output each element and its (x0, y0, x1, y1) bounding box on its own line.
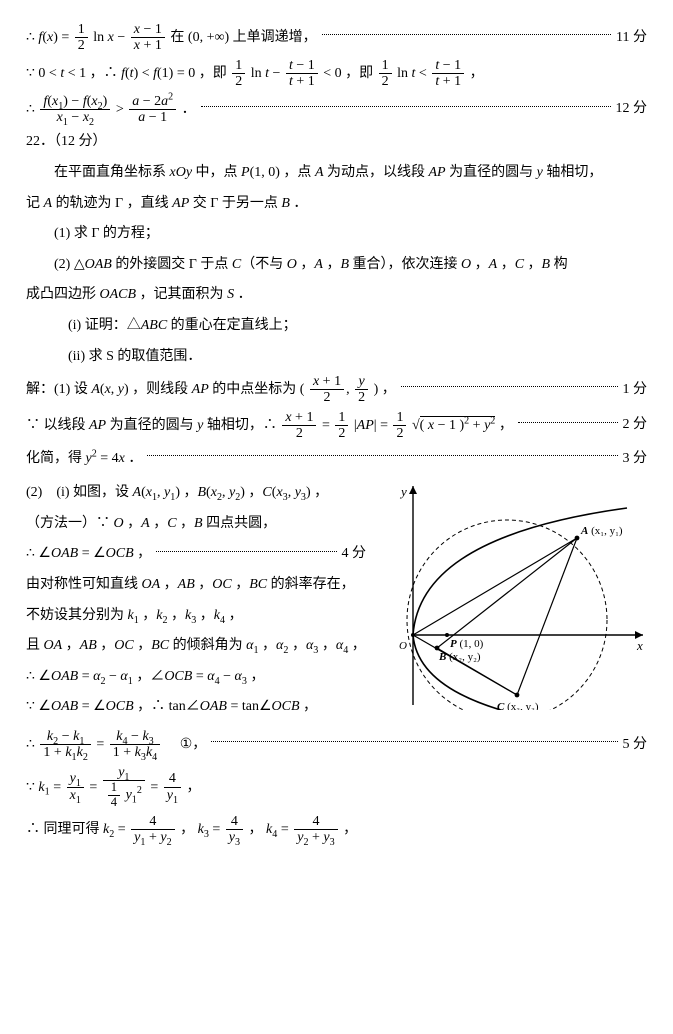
geometry-figure-svg: x y O A ( (377, 480, 647, 710)
solution-line-3pt: 化简，得 y2 = 4x ． 3 分 (26, 446, 647, 473)
origin-label: O (399, 640, 407, 652)
question-1: (1) 求 Γ 的方程； (26, 221, 647, 248)
score-label: 5 分 (623, 732, 648, 759)
math-text: ∴ 同理可得 k2 = 4y1 + y2 ， k3 = 4y3 ， k4 = 4… (26, 814, 647, 846)
figure-diagram: x y O A ( (377, 480, 647, 710)
score-label: 4 分 (342, 541, 367, 568)
math-text: ∴ ∠OAB = ∠OCB ， (26, 541, 151, 568)
seg-OA (413, 538, 577, 635)
dot-leader (211, 741, 617, 742)
label-A: A (x₁, y₁) (580, 525, 623, 537)
problem-text: 记 A 的轨迹为 Γ ，直线 AP 交 Γ 于另一点 B ． (26, 191, 647, 218)
label-C: C (x₃, y₃) (497, 701, 539, 710)
dot-leader (518, 422, 618, 423)
y-axis-arrow (409, 486, 417, 494)
score-label: 12 分 (616, 96, 648, 123)
dot-leader (322, 34, 611, 35)
score-label: 3 分 (623, 446, 648, 473)
problem-text: 在平面直角坐标系 xOy 中，点 P(1, 0) ，点 A 为动点，以线段 AP… (26, 160, 647, 187)
point-P (445, 633, 449, 637)
problem-number: 22．（12 分） (26, 129, 647, 156)
solution-line-1pt: 解：(1) 设 A(x, y) ，则线段 AP 的中点坐标为 ( x + 12,… (26, 374, 647, 406)
solution-2i-block: x y O A ( (26, 476, 647, 725)
score-label: 1 分 (623, 377, 648, 404)
parabola-lower (413, 635, 617, 710)
solution-line-5pt: ∴ k2 − k1 1 + k1k2 = k4 − k3 1 + k3k4 ①，… (26, 729, 647, 761)
dot-leader (156, 551, 336, 552)
math-text: ∵ 以线段 AP 为直径的圆与 y 轴相切，∴ x + 12 = 12 |AP|… (26, 410, 513, 442)
question-2: (2) △OAB 的外接圆交 Γ 于点 C（不与 O ，A ，B 重合），依次连… (26, 252, 647, 279)
page-root: ∴ f(x) = 12 ln x − x − 1x + 1 在 (0, +∞) … (0, 0, 673, 880)
circumcircle (407, 520, 607, 710)
math-text: ∴ k2 − k1 1 + k1k2 = k4 − k3 1 + k3k4 ①， (26, 729, 206, 761)
question-2ii: (ii) 求 S 的取值范围． (26, 344, 647, 371)
math-text: ∴ f(x) = 12 ln x − x − 1x + 1 在 (0, +∞) … (26, 22, 317, 54)
label-P: P (1, 0) (450, 638, 484, 650)
x-axis-label: x (636, 638, 643, 653)
score-label: 2 分 (623, 412, 648, 439)
question-2i: (i) 证明：△ABC 的重心在定直线上； (26, 313, 647, 340)
solution-line-4pt: ∴ ∠OAB = ∠OCB ， 4 分 (26, 541, 366, 568)
dot-leader (201, 106, 611, 107)
step-line-11pt: ∴ f(x) = 12 ln x − x − 1x + 1 在 (0, +∞) … (26, 22, 647, 54)
math-text: ∵ 0 < t < 1 ，∴ f(t) < f(1) = 0 ，即 12 ln … (26, 58, 647, 90)
math-text: 化简，得 y2 = 4x ． (26, 446, 142, 473)
math-text: ∴ f(x1) − f(x2) x1 − x2 > a − 2a2 a − 1 … (26, 94, 196, 126)
math-text: 解：(1) 设 A(x, y) ，则线段 AP 的中点坐标为 ( x + 12,… (26, 374, 396, 406)
dot-leader (147, 455, 617, 456)
solution-line-2pt: ∵ 以线段 AP 为直径的圆与 y 轴相切，∴ x + 12 = 12 |AP|… (26, 410, 647, 442)
question-2-cont: 成凸四边形 OACB ，记其面积为 S ． (26, 282, 647, 309)
math-text: ∵ k1 = y1x1 = y1 14 y12 = 4y1 ， (26, 765, 647, 810)
dot-leader (401, 386, 618, 387)
step-line-12pt: ∴ f(x1) − f(x2) x1 − x2 > a − 2a2 a − 1 … (26, 94, 647, 126)
score-label: 11 分 (616, 25, 647, 52)
label-B: B (x₂, y₂) (438, 651, 481, 663)
y-axis-label: y (399, 484, 407, 499)
